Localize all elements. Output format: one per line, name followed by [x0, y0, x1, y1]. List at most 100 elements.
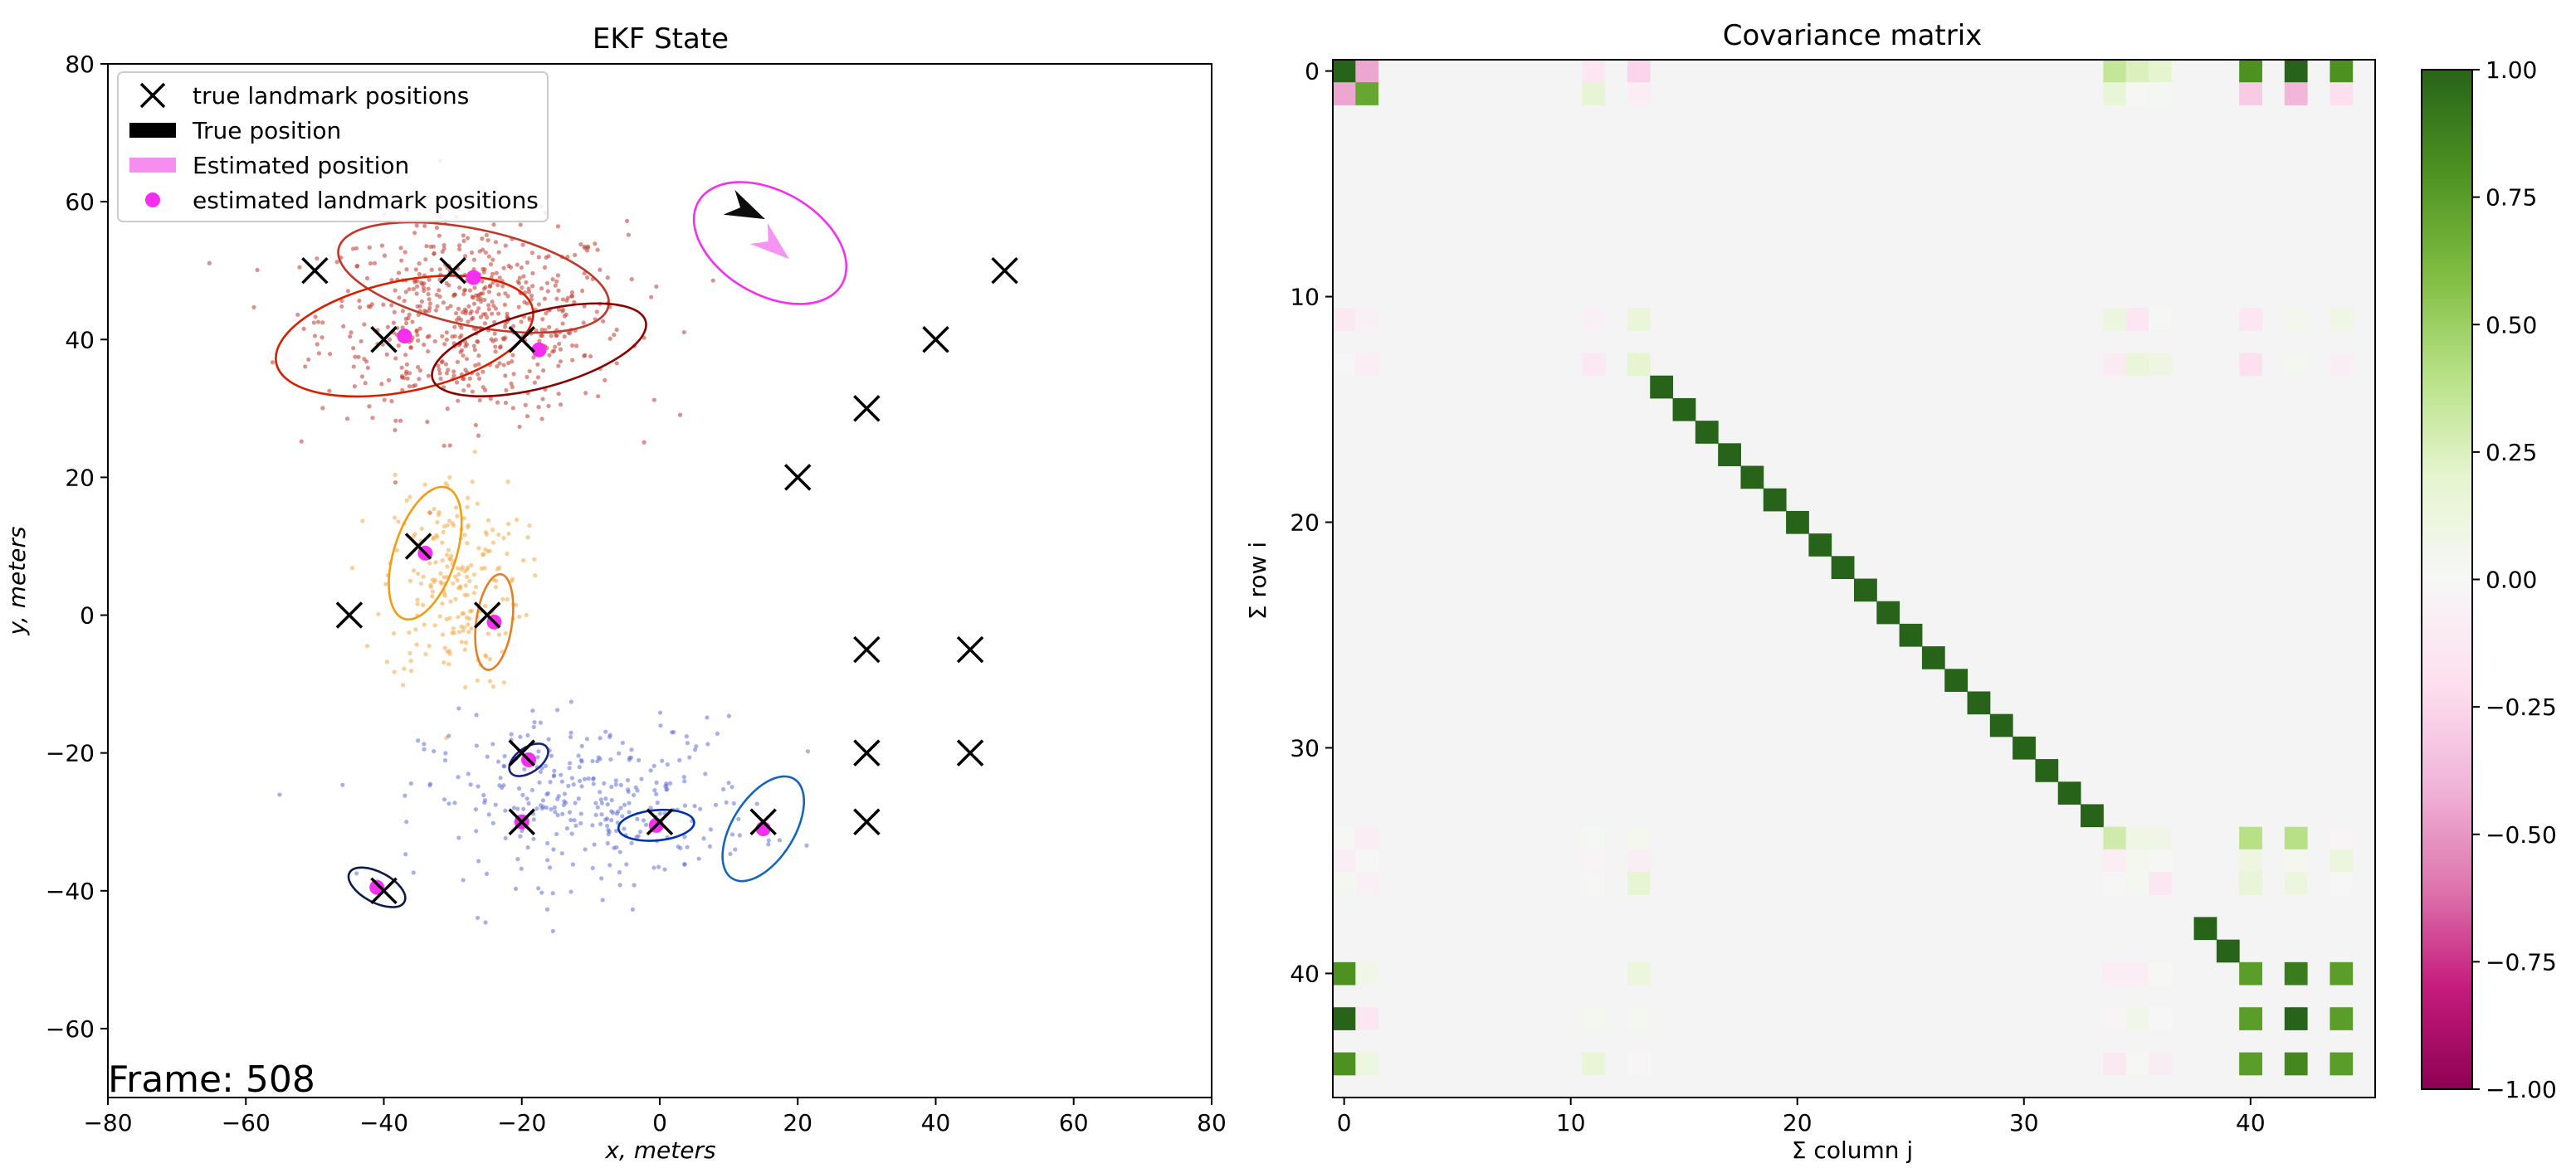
particle: [480, 279, 485, 284]
particle: [414, 291, 419, 296]
particle: [440, 632, 446, 637]
particle: [422, 342, 427, 348]
particle: [495, 364, 500, 369]
particle: [451, 630, 456, 635]
particle: [432, 338, 437, 344]
particle: [544, 311, 549, 316]
particle: [417, 377, 422, 382]
particle: [599, 812, 604, 817]
particle: [451, 373, 456, 378]
particle: [509, 732, 514, 737]
particle: [422, 288, 427, 294]
particle: [462, 647, 467, 652]
particle: [476, 376, 482, 382]
particle: [442, 242, 446, 248]
particle: [510, 577, 515, 582]
particle: [426, 286, 431, 291]
particle: [491, 222, 496, 227]
particle: [327, 388, 332, 393]
particle: [392, 669, 397, 674]
particle: [539, 286, 544, 291]
particle: [469, 562, 474, 567]
particle: [299, 439, 304, 444]
particle: [560, 297, 566, 302]
particle: [493, 337, 498, 343]
particle: [580, 288, 585, 294]
heatmap-cell: [1921, 646, 1945, 669]
true-landmark-marker: [335, 601, 363, 629]
particle: [515, 857, 520, 862]
true-landmark-marker: [956, 635, 984, 664]
particle: [367, 404, 372, 409]
particle: [475, 678, 480, 683]
particle: [483, 547, 488, 552]
particle: [553, 283, 558, 288]
particle: [582, 304, 587, 309]
particle: [517, 275, 522, 280]
particle: [446, 661, 451, 667]
legend-label: Estimated position: [193, 152, 409, 179]
particle: [603, 796, 608, 801]
particle: [404, 498, 409, 504]
particle: [553, 344, 558, 349]
particle: [382, 253, 388, 258]
particle: [594, 309, 599, 314]
particle: [566, 783, 571, 788]
heatmap-cell: [1831, 556, 1855, 579]
particle: [593, 241, 598, 246]
particle: [443, 751, 448, 756]
particle: [437, 233, 442, 238]
particle: [383, 582, 388, 586]
legend-patch: [129, 123, 176, 138]
particle: [617, 883, 622, 888]
particle: [506, 531, 511, 536]
particle: [419, 280, 424, 285]
particle: [595, 805, 600, 810]
particle: [558, 347, 564, 352]
particle: [462, 592, 467, 597]
particle: [541, 367, 546, 373]
x-tick-label: 0: [652, 1109, 667, 1136]
heatmap-cell: [1786, 510, 1809, 534]
heatmap-cell: [2125, 82, 2149, 105]
particle: [517, 614, 522, 620]
particle: [341, 324, 346, 329]
particle: [445, 523, 450, 528]
particle: [554, 831, 559, 837]
particle: [402, 666, 407, 671]
particle: [654, 791, 659, 796]
particle: [445, 305, 450, 311]
particle: [520, 242, 525, 247]
particle: [303, 364, 308, 369]
particle: [577, 765, 582, 770]
colorbar-tick-label: 0.75: [2486, 184, 2537, 212]
particle: [568, 699, 573, 704]
particle: [351, 346, 356, 351]
particle: [490, 271, 495, 276]
particle: [407, 287, 412, 292]
heatmap-cell: [2148, 961, 2172, 986]
particle: [359, 338, 363, 344]
particle: [448, 304, 453, 309]
particle: [515, 806, 520, 811]
heatmap-cell: [1627, 826, 1651, 850]
particle: [660, 758, 665, 763]
y-tick-label: 30: [1290, 734, 1320, 762]
particle: [348, 334, 353, 339]
heatmap-cell: [1582, 826, 1606, 850]
particle: [494, 270, 499, 275]
particle: [485, 518, 490, 523]
particle: [425, 419, 430, 425]
particle: [539, 327, 544, 333]
particle: [445, 564, 450, 569]
heatmap-cell: [1740, 465, 1764, 489]
particle: [301, 326, 306, 331]
particle: [562, 799, 567, 804]
colorbar-tick-label: 0.00: [2486, 567, 2537, 594]
particle: [354, 263, 360, 269]
particle: [455, 578, 460, 583]
particle: [476, 297, 481, 302]
particle: [431, 535, 436, 540]
colorbar-tick-label: 0.25: [2486, 439, 2537, 466]
heatmap-cell: [1627, 1052, 1651, 1076]
